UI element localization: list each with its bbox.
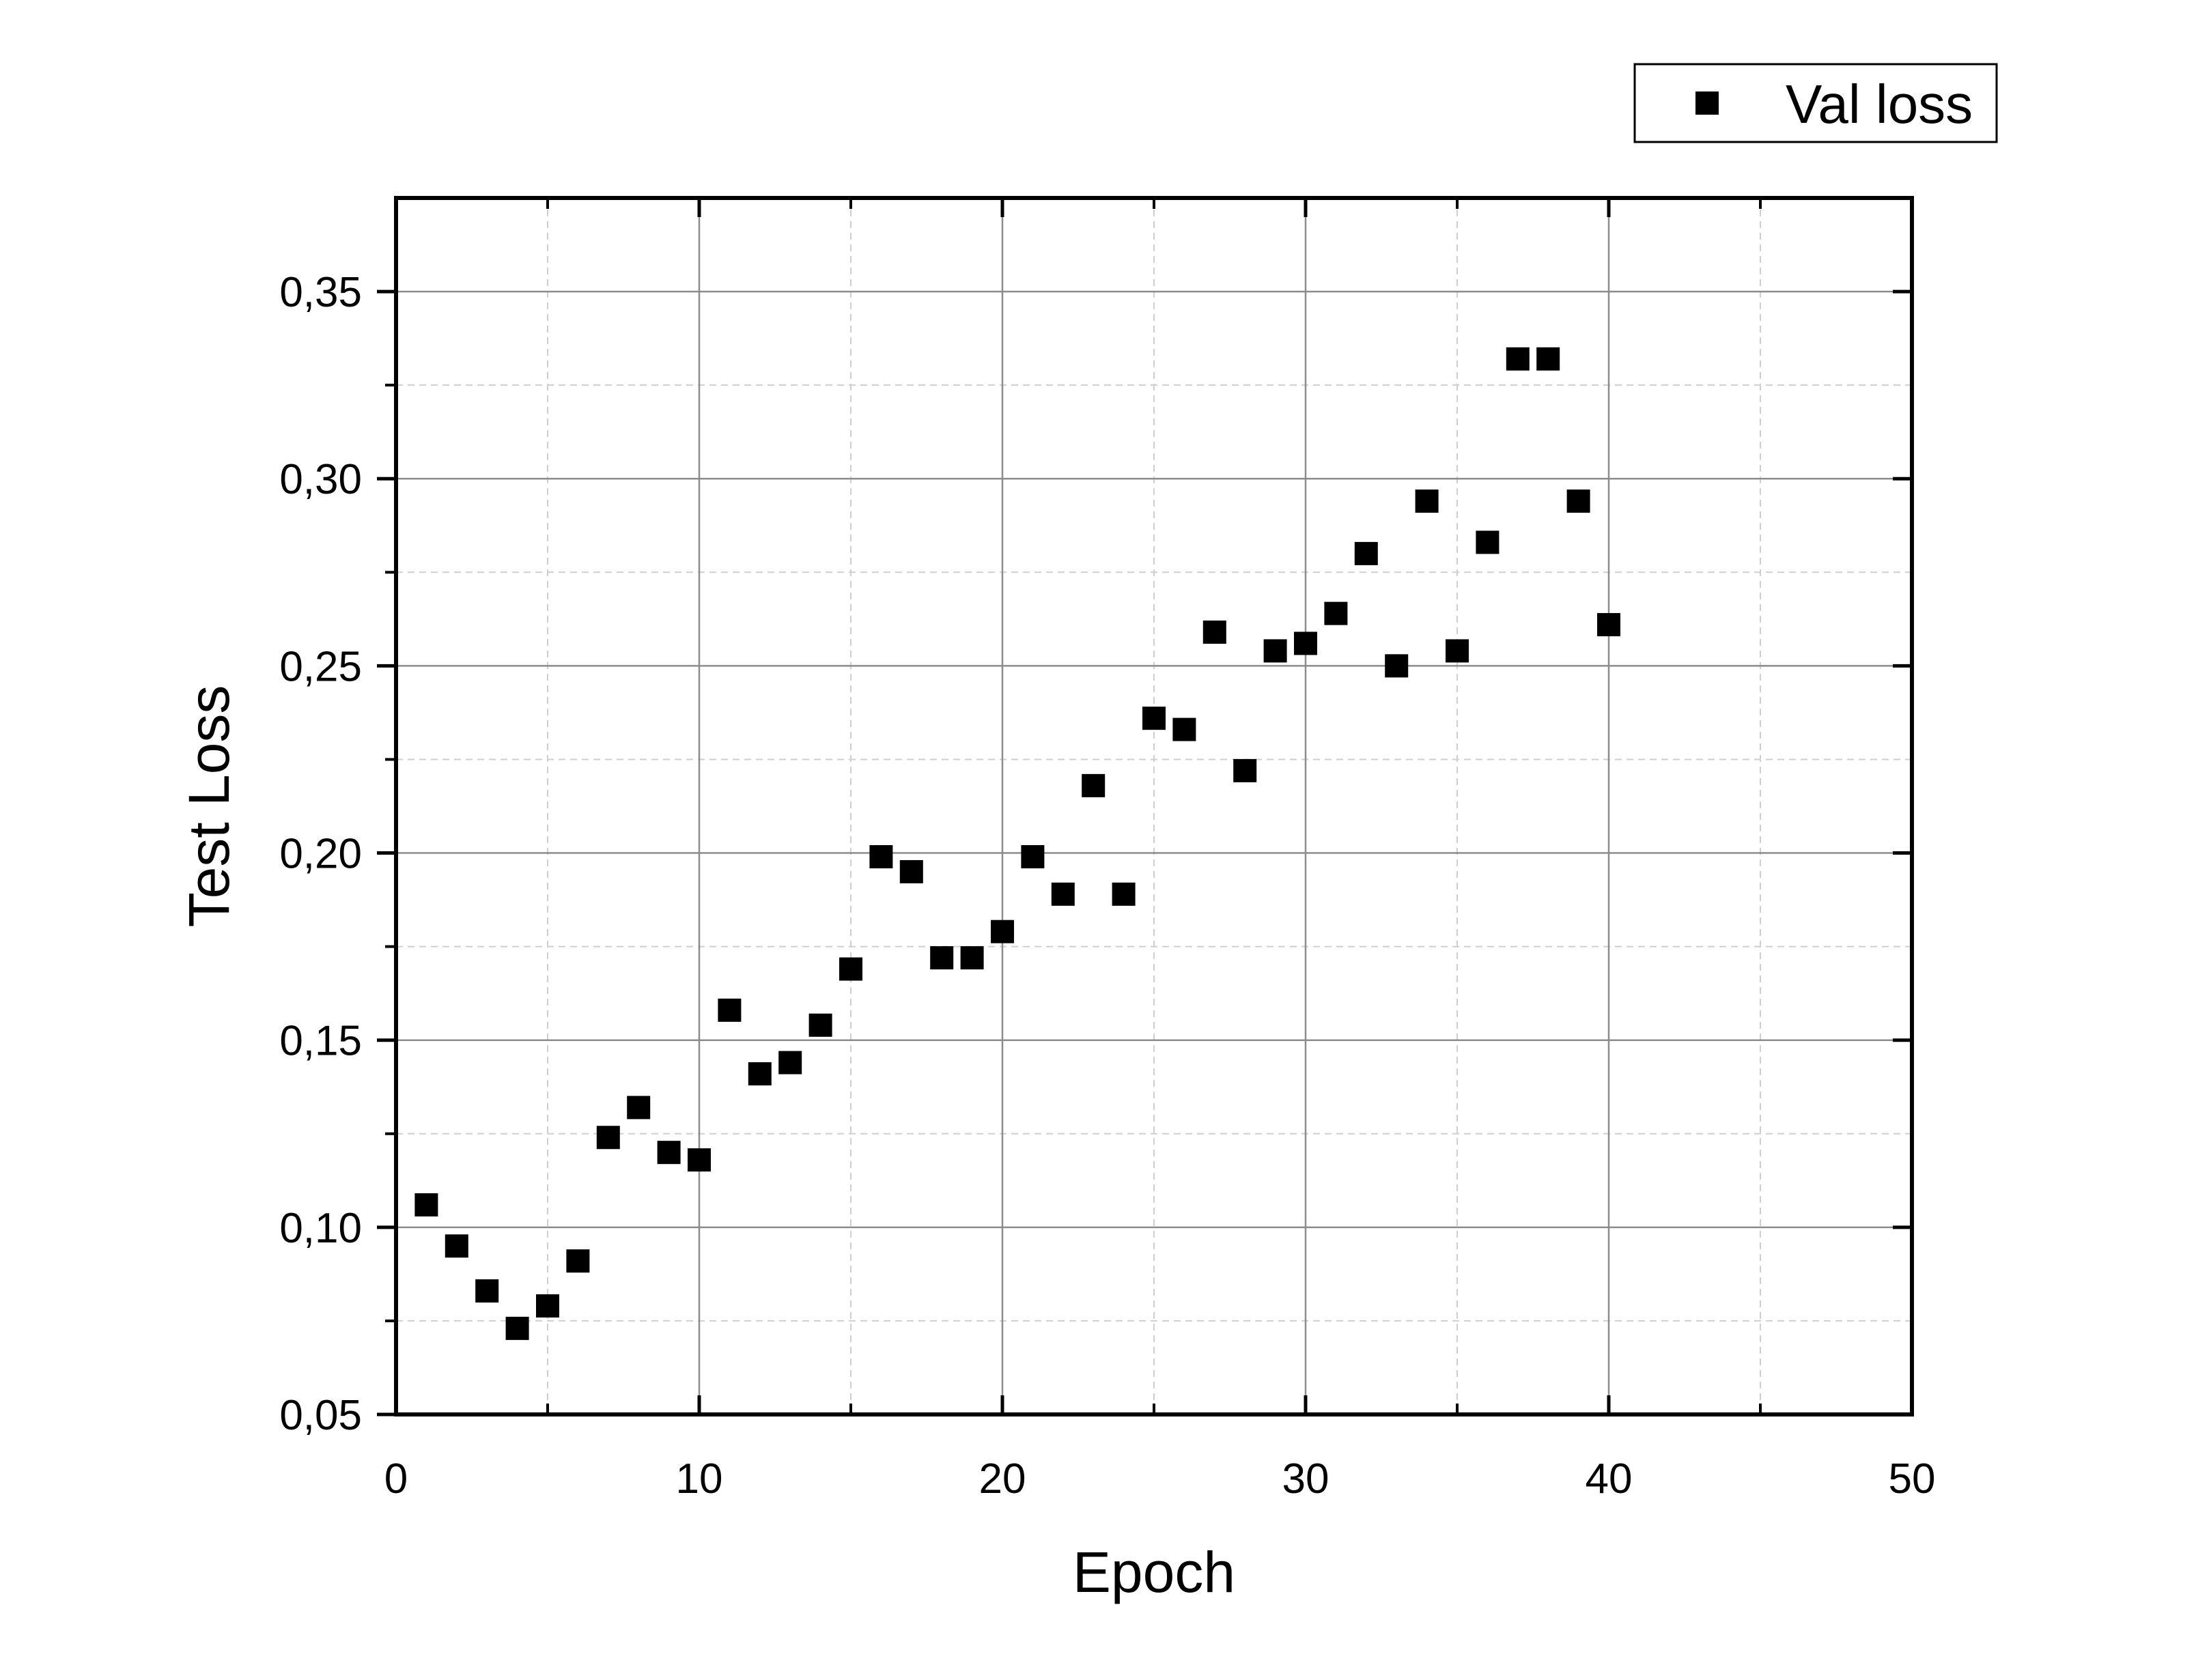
x-tick-label: 50	[1889, 1455, 1936, 1503]
y-tick-label: 0,05	[279, 1392, 362, 1439]
x-tick-label: 30	[1282, 1455, 1329, 1503]
major-grid	[396, 198, 1912, 1414]
data-point	[627, 1096, 651, 1120]
data-point	[808, 1013, 832, 1037]
y-tick-label: 0,15	[279, 1018, 362, 1065]
x-tick-label: 10	[676, 1455, 723, 1503]
minor-grid	[396, 198, 1912, 1414]
data-point	[657, 1141, 681, 1165]
data-point	[445, 1234, 468, 1258]
data-point	[1263, 639, 1287, 663]
x-tick-labels: 0 10 20 30 40 50	[384, 1455, 1936, 1503]
data-point	[1051, 882, 1075, 906]
data-point	[1294, 631, 1317, 655]
data-point	[718, 998, 742, 1022]
data-point	[1021, 845, 1045, 869]
y-tick-labels: 0,05 0,10 0,15 0,20 0,25 0,30 0,35	[279, 269, 362, 1439]
legend-label: Val loss	[1786, 74, 1973, 134]
data-point	[1082, 773, 1106, 797]
y-tick-label: 0,30	[279, 456, 362, 503]
y-tick-label: 0,35	[279, 269, 362, 316]
data-point	[899, 859, 923, 883]
data-point	[688, 1148, 711, 1172]
data-points	[414, 347, 1620, 1340]
data-point	[1476, 530, 1500, 554]
data-point	[1415, 489, 1439, 513]
data-point	[960, 946, 984, 970]
data-point	[991, 920, 1014, 943]
data-point	[1506, 347, 1530, 371]
data-point	[1324, 601, 1348, 625]
x-tick-label: 0	[384, 1455, 408, 1503]
data-point	[839, 957, 862, 981]
data-point	[1142, 707, 1166, 730]
data-point	[1385, 654, 1409, 678]
x-tick-label: 40	[1586, 1455, 1633, 1503]
data-point	[1354, 541, 1378, 565]
data-point	[1597, 613, 1620, 637]
legend-marker-square	[1695, 91, 1719, 115]
axis-ticks	[377, 198, 1914, 1416]
data-point	[596, 1126, 620, 1150]
data-point	[930, 946, 954, 970]
data-point	[475, 1279, 499, 1303]
data-point	[778, 1051, 802, 1074]
y-tick-label: 0,10	[279, 1205, 362, 1252]
data-point	[536, 1294, 559, 1318]
data-point	[1172, 717, 1196, 741]
legend: Val loss	[1633, 63, 1998, 143]
data-point	[748, 1062, 772, 1086]
data-point	[1536, 347, 1560, 371]
data-point	[414, 1193, 438, 1216]
data-point	[1233, 758, 1257, 782]
data-point	[1202, 621, 1226, 644]
x-tick-label: 20	[979, 1455, 1026, 1503]
data-point	[505, 1316, 529, 1340]
data-point	[1446, 639, 1469, 663]
data-point	[869, 845, 893, 869]
data-point	[566, 1249, 590, 1273]
y-tick-label: 0,25	[279, 643, 362, 690]
x-axis-title: Epoch	[1073, 1540, 1235, 1604]
data-point	[1566, 489, 1590, 513]
data-point	[1112, 882, 1136, 906]
legend-box	[1633, 63, 1998, 143]
y-axis-title: Test Loss	[177, 685, 241, 928]
y-tick-label: 0,20	[279, 831, 362, 878]
